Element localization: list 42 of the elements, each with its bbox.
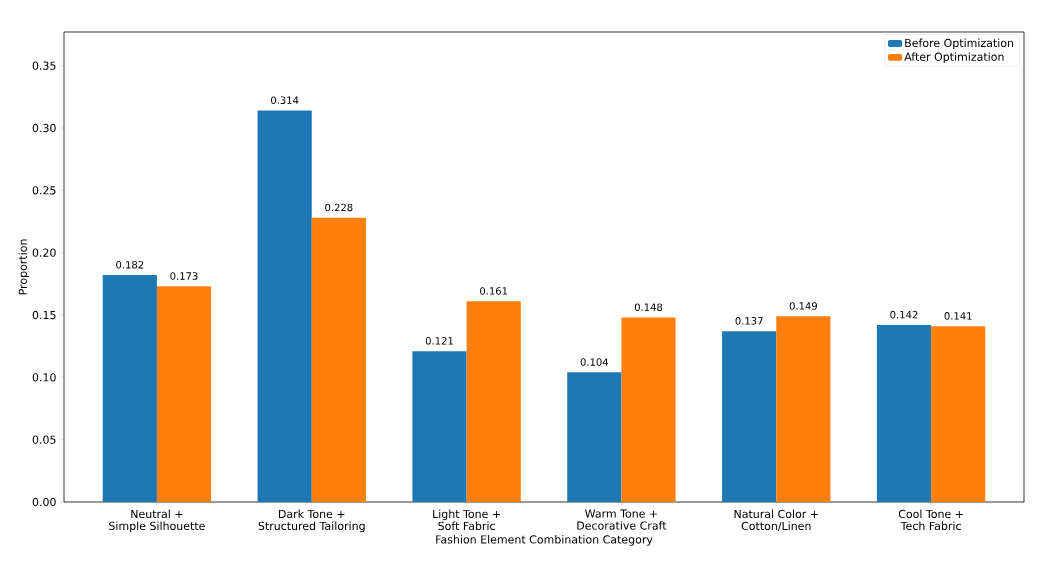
x-tick-label: Light Tone + Soft Fabric <box>433 509 500 531</box>
legend-label: After Optimization <box>904 52 1004 64</box>
y-tick-label: 0.00 <box>32 497 56 507</box>
data-label: 0.161 <box>480 287 508 295</box>
x-tick-label: Dark Tone + Structured Tailoring <box>258 509 365 533</box>
data-label: 0.104 <box>580 358 609 366</box>
bar <box>621 317 676 502</box>
x-tick-label: Warm Tone + Decorative Craft <box>577 509 667 530</box>
bar <box>311 217 366 502</box>
data-label: 0.314 <box>271 96 299 104</box>
y-tick-label: 0.15 <box>32 310 56 320</box>
y-tick-label: 0.30 <box>32 123 56 133</box>
bar <box>466 301 521 502</box>
bar <box>156 286 212 502</box>
data-label: 0.173 <box>170 272 198 280</box>
data-label: 0.182 <box>116 260 144 269</box>
bar <box>567 372 622 502</box>
x-axis-title: Fashion Element Combination Category <box>436 535 653 546</box>
y-tick-label: 0.20 <box>32 248 56 257</box>
x-tick-label: Cool Tone + Tech Fabric <box>898 509 963 531</box>
x-tick-label: Neutral + Simple Silhouette <box>109 509 205 533</box>
bar <box>412 351 467 502</box>
y-tick-label: 0.10 <box>32 373 56 382</box>
data-label: 0.228 <box>325 203 353 212</box>
y-tick-label: 0.05 <box>32 435 56 444</box>
legend-label: Before Optimization <box>905 38 1014 50</box>
y-axis-title: Proportion <box>18 239 30 295</box>
bar <box>257 110 312 502</box>
data-label: 0.121 <box>425 337 453 345</box>
x-tick-label: Natural Color + Cotton/Linen <box>734 509 818 531</box>
bar <box>931 326 986 502</box>
data-label: 0.149 <box>789 302 817 310</box>
bar <box>102 275 157 502</box>
bar <box>722 331 777 502</box>
bar <box>876 324 932 502</box>
bar <box>776 316 831 502</box>
data-label: 0.142 <box>890 310 918 319</box>
y-tick-label: 0.35 <box>32 61 56 70</box>
y-tick-label: 0.25 <box>32 186 56 195</box>
data-label: 0.141 <box>944 312 972 320</box>
data-label: 0.137 <box>735 317 763 325</box>
data-label: 0.148 <box>634 303 663 311</box>
